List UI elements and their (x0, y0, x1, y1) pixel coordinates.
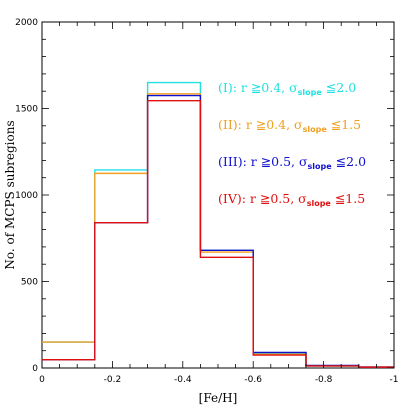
y-tick-label: 500 (21, 278, 38, 288)
legend-subscript: slope (303, 125, 328, 134)
legend: (I): r ≧0.4, σslope ≦2.0(II): r ≧0.4, σs… (218, 80, 366, 208)
x-tick-label: -0.4 (174, 375, 192, 385)
legend-entry-III: (III): r ≧0.5, σslope ≦2.0 (218, 154, 366, 171)
legend-subscript: slope (298, 88, 323, 97)
legend-entry-II: (II): r ≧0.4, σslope ≦1.5 (218, 117, 361, 134)
x-tick-label: -0.6 (244, 375, 262, 385)
y-tick-label: 2000 (15, 18, 38, 28)
histogram-series-4 (42, 100, 394, 368)
legend-label: (III): r ≧0.5, σ (218, 154, 308, 169)
x-tick-label: -1 (390, 375, 399, 385)
x-tick-label: -0.8 (315, 375, 333, 385)
legend-label: (IV): r ≧0.5, σ (218, 191, 307, 206)
legend-suffix: ≦2.0 (322, 80, 356, 95)
x-tick-label: 0 (39, 375, 45, 385)
legend-suffix: ≦1.5 (331, 191, 365, 206)
legend-suffix: ≦1.5 (327, 117, 361, 132)
legend-subscript: slope (307, 199, 332, 208)
legend-entry-I: (I): r ≧0.4, σslope ≦2.0 (218, 80, 356, 97)
legend-label: (II): r ≧0.4, σ (218, 117, 303, 132)
x-tick-label: -0.2 (104, 375, 122, 385)
axes-layer: 0 -0.2 -0.4 -0.6 -0.8 -1 0 500 1000 1500 2000 (15, 18, 398, 385)
y-tick-label: 1500 (15, 105, 38, 115)
x-axis-title: [Fe/H] (199, 391, 238, 405)
legend-entry-IV: (IV): r ≧0.5, σslope ≦1.5 (218, 191, 365, 208)
legend-subscript: slope (308, 162, 333, 171)
y-tick-label: 1000 (15, 191, 38, 201)
legend-label: (I): r ≧0.4, σ (218, 80, 298, 95)
legend-suffix: ≦2.0 (332, 154, 366, 169)
series-layer (42, 81, 394, 368)
y-tick-label: 0 (32, 364, 38, 374)
y-axis-title: No. of MCPS subregions (3, 120, 17, 269)
